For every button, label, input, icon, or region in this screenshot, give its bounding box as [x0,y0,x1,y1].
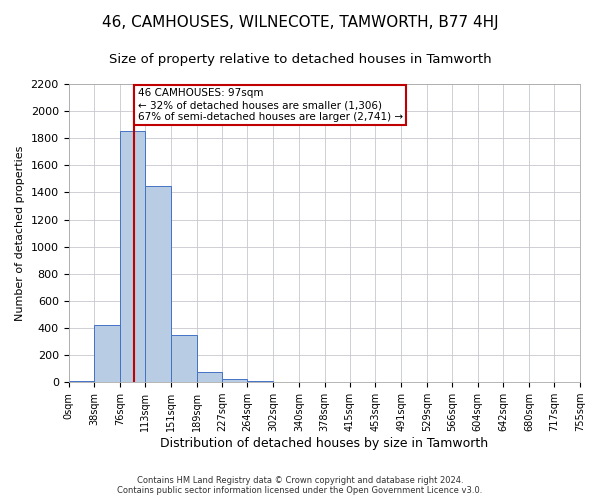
Bar [171,335,197,382]
Bar [145,186,171,382]
Text: 46 CAMHOUSES: 97sqm
← 32% of detached houses are smaller (1,306)
67% of semi-det: 46 CAMHOUSES: 97sqm ← 32% of detached ho… [137,88,403,122]
Bar [247,381,273,382]
Y-axis label: Number of detached properties: Number of detached properties [15,146,25,321]
Bar [223,379,247,382]
Text: Contains HM Land Registry data © Crown copyright and database right 2024.
Contai: Contains HM Land Registry data © Crown c… [118,476,482,495]
Bar [68,381,94,382]
X-axis label: Distribution of detached houses by size in Tamworth: Distribution of detached houses by size … [160,437,488,450]
Bar [120,132,145,382]
Text: 46, CAMHOUSES, WILNECOTE, TAMWORTH, B77 4HJ: 46, CAMHOUSES, WILNECOTE, TAMWORTH, B77 … [101,15,499,30]
Bar [197,372,223,382]
Text: Size of property relative to detached houses in Tamworth: Size of property relative to detached ho… [109,52,491,66]
Bar [94,326,120,382]
